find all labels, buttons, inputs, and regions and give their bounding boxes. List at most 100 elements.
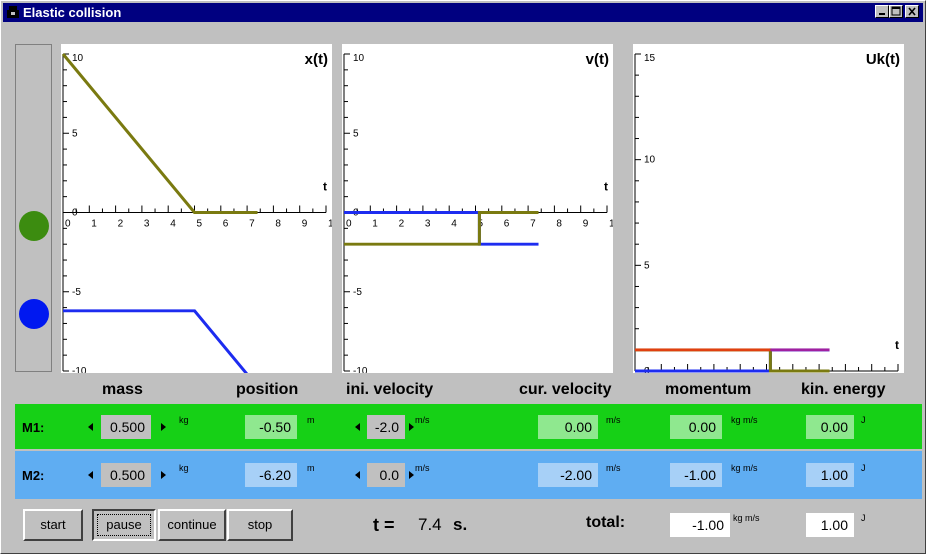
time-unit: s.	[453, 515, 468, 534]
pause-button[interactable]: pause	[92, 509, 156, 541]
x-tick-label: 9	[302, 219, 308, 230]
y-tick-label: 0	[72, 208, 78, 219]
mass2-mass-decrease-icon[interactable]	[88, 471, 93, 479]
mass2-kin-energy-field: 1.00	[806, 463, 854, 487]
mass1-momentum-unit: kg m/s	[731, 415, 758, 425]
mass2-cur-velocity-unit: m/s	[606, 463, 621, 473]
total-momentum-unit: kg m/s	[733, 513, 760, 523]
mass2-cur-velocity-field: -2.00	[538, 463, 598, 487]
position-chart: 10 5 0 -5 -10 0 1 2 3 4 5 6 7 8 9 10 x(t) t	[61, 44, 332, 373]
x-tick-label: 6	[504, 219, 510, 230]
mass1-mass-increase-icon[interactable]	[161, 423, 166, 431]
x-tick-label: 4	[451, 219, 457, 230]
x-tick-label: 3	[425, 219, 431, 230]
x-tick-label: 7	[530, 219, 536, 230]
x-tick-label: 10	[328, 219, 332, 230]
mass1-ini-velocity-field[interactable]: -2.0	[367, 415, 405, 439]
x-tick-label: 3	[144, 219, 150, 230]
mass2-position-unit: m	[307, 463, 315, 473]
header-kin-energy: kin. energy	[801, 381, 886, 398]
x-tick-label: 0	[65, 219, 71, 230]
close-button[interactable]	[905, 5, 919, 18]
mass1-kin-energy-unit: J	[861, 415, 866, 425]
mass2-mass-field[interactable]: 0.500	[101, 463, 151, 487]
mass1-mass-decrease-icon[interactable]	[88, 423, 93, 431]
header-cur-velocity: cur. velocity	[519, 381, 612, 398]
x-tick-label: 4	[170, 219, 176, 230]
y-tick-label: 5	[644, 260, 650, 271]
mass2-ini-velocity-unit: m/s	[415, 463, 430, 473]
header-momentum: momentum	[665, 381, 752, 398]
x-axis-label: t	[604, 180, 608, 194]
minimize-icon	[879, 13, 885, 15]
mass2-mass-unit: kg	[179, 463, 189, 473]
start-button[interactable]: start	[23, 509, 83, 541]
mass1-ini-velocity-unit: m/s	[415, 415, 430, 425]
chart-background	[633, 44, 904, 373]
y-tick-label: 10	[644, 155, 656, 166]
mass2-mass-increase-icon[interactable]	[161, 471, 166, 479]
mass1-momentum-field: 0.00	[670, 415, 722, 439]
mass1-kin-energy-field: 0.00	[806, 415, 854, 439]
mass2-momentum-unit: kg m/s	[731, 463, 758, 473]
x-tick-label: 9	[583, 219, 589, 230]
window-title: Elastic collision	[23, 5, 122, 20]
mass2-kin-energy-unit: J	[861, 463, 866, 473]
maximize-icon	[891, 6, 901, 16]
mass1-position-field[interactable]: -0.50	[245, 415, 297, 439]
mass1-ball[interactable]	[19, 211, 49, 241]
mass1-mass-field[interactable]: 0.500	[101, 415, 151, 439]
y-tick-label: -10	[353, 366, 368, 373]
mass2-velocity-decrease-icon[interactable]	[355, 471, 360, 479]
y-tick-label: 15	[644, 53, 656, 64]
mass2-velocity-increase-icon[interactable]	[409, 471, 414, 479]
x-tick-label: 2	[399, 219, 405, 230]
maximize-button[interactable]	[889, 5, 903, 18]
y-tick-label: -5	[72, 287, 81, 298]
x-tick-label: 6	[223, 219, 229, 230]
mass1-row: M1: 0.500 kg -0.50 m -2.0 m/s 0.00 m/s 0…	[15, 404, 922, 449]
x-tick-label: 8	[556, 219, 562, 230]
header-ini-velocity: ini. velocity	[346, 381, 434, 398]
mass2-ini-velocity-field[interactable]: 0.0	[367, 463, 405, 487]
y-tick-label: 10	[72, 53, 84, 64]
focus-ring	[97, 514, 151, 536]
total-momentum-field: -1.00	[670, 513, 730, 537]
stop-button[interactable]: stop	[227, 509, 293, 541]
mass1-cur-velocity-field: 0.00	[538, 415, 598, 439]
series-line	[63, 54, 258, 213]
x-tick-label: 0	[346, 219, 352, 230]
minimize-button[interactable]	[875, 5, 889, 18]
mass1-position-unit: m	[307, 415, 315, 425]
title-bar[interactable]: Elastic collision	[3, 3, 923, 22]
x-tick-label: 7	[249, 219, 255, 230]
chart-background	[61, 44, 332, 373]
mass1-velocity-decrease-icon[interactable]	[355, 423, 360, 431]
y-tick-label: 5	[353, 128, 359, 139]
total-kin-energy-field: 1.00	[806, 513, 854, 537]
x-tick-label: 1	[372, 219, 378, 230]
mass2-label: M2:	[22, 468, 45, 483]
kinetic-energy-chart: 151050012345678910Uk(t)t	[633, 44, 904, 373]
mass2-ball[interactable]	[19, 299, 49, 329]
continue-button[interactable]: continue	[158, 509, 226, 541]
x-tick-label: 2	[118, 219, 124, 230]
mass1-velocity-increase-icon[interactable]	[409, 423, 414, 431]
x-tick-label: 1	[91, 219, 97, 230]
pause-button-label: pause	[106, 517, 142, 532]
x-axis-label: t	[323, 180, 327, 194]
mass2-position-field[interactable]: -6.20	[245, 463, 297, 487]
mass1-cur-velocity-unit: m/s	[606, 415, 621, 425]
x-axis-label: t	[895, 338, 899, 352]
mass2-row: M2: 0.500 kg -6.20 m 0.0 m/s -2.00 m/s -…	[15, 451, 922, 499]
x-tick-label: 8	[275, 219, 281, 230]
series-line	[344, 213, 539, 245]
mass1-label: M1:	[22, 420, 45, 435]
x-tick-label: 5	[197, 219, 203, 230]
header-mass: mass	[102, 381, 143, 398]
total-label: total:	[586, 514, 626, 531]
chart-title: x(t)	[305, 51, 328, 68]
chart-title: Uk(t)	[866, 51, 900, 68]
